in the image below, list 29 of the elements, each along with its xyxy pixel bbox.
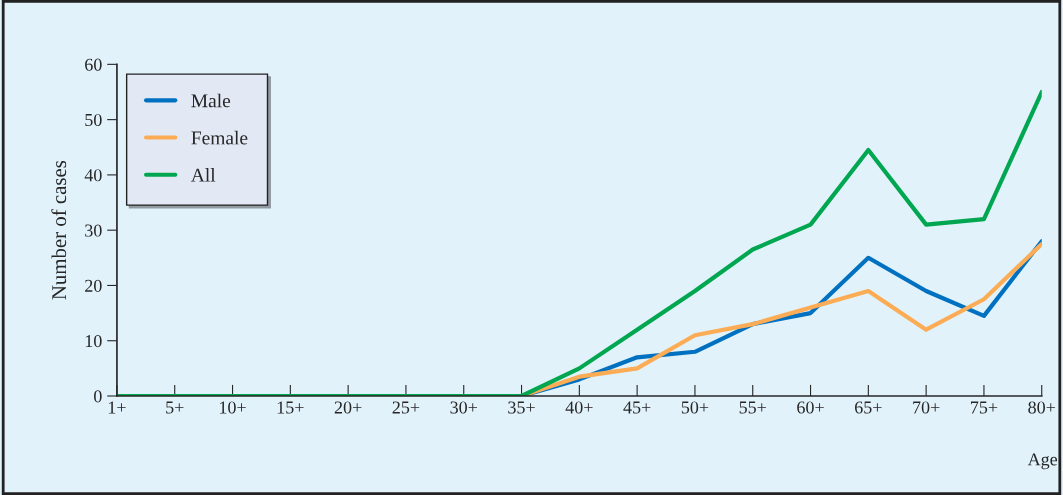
x-tick-label: 5+	[166, 401, 184, 414]
x-tick-label: 10+	[220, 401, 246, 414]
x-tick-label: 20+	[334, 401, 362, 414]
x-tick-label: 80+	[1028, 401, 1055, 414]
y-tick-label: 30	[85, 224, 102, 237]
y-tick-label: 40	[84, 169, 102, 182]
x-tick-label: 50+	[681, 401, 709, 414]
y-tick-label: 60	[85, 58, 102, 71]
x-tick-label: 30+	[450, 401, 477, 414]
y-axis-title: Number of cases	[51, 160, 67, 300]
x-tick-label: 55+	[739, 401, 766, 414]
x-axis-title: Age	[1027, 453, 1058, 470]
x-tick-label: 25+	[392, 401, 420, 414]
legend-label: Male	[191, 93, 231, 108]
y-tick-label: 50	[85, 113, 102, 127]
x-tick-label: 1+	[108, 401, 126, 414]
x-tick-label: 75+	[971, 401, 998, 414]
x-tick-label: 35+	[508, 401, 535, 414]
x-tick-label: 60+	[797, 401, 824, 414]
x-tick-label: 70+	[913, 401, 940, 414]
y-tick-label: 10	[85, 334, 102, 348]
x-tick-label: 15+	[277, 401, 304, 414]
x-tick-label: 65+	[855, 401, 882, 414]
y-tick-label: 0	[94, 390, 102, 403]
y-tick-label: 20	[85, 279, 102, 292]
legend-label: All	[191, 168, 216, 182]
legend-label: Female	[191, 130, 248, 145]
x-tick-label: 45+	[623, 401, 651, 414]
x-tick-label: 40+	[565, 401, 593, 414]
